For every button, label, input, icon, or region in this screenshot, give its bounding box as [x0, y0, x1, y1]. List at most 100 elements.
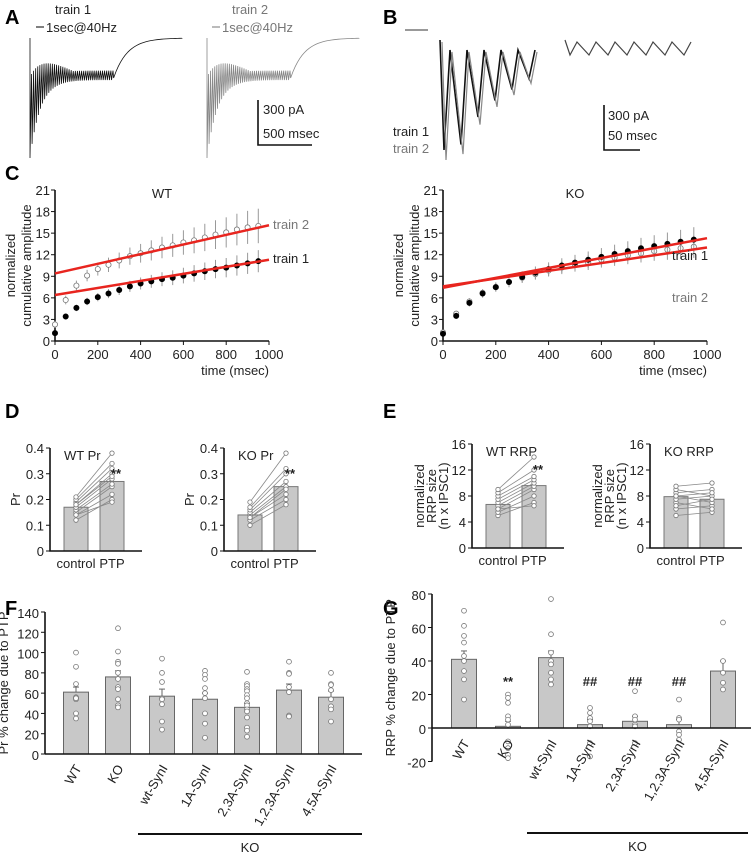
- panel-label-f: F: [5, 598, 17, 620]
- y-axis-label: normalized: [3, 234, 18, 298]
- x-tick-label: 2,3A-SynI: [214, 762, 256, 819]
- train1-point: [492, 284, 499, 291]
- x-tick-label: PTP: [99, 556, 124, 571]
- data-point: [328, 706, 334, 713]
- data-point: [286, 671, 292, 677]
- data-point: [283, 478, 289, 485]
- a-scale-y: 300 pA: [263, 102, 305, 117]
- x-tick-label: 0: [439, 347, 446, 362]
- pair-line: [75, 483, 113, 511]
- x-tick-label: PTP: [521, 553, 546, 568]
- pair-line: [497, 502, 535, 516]
- pair-line: [75, 463, 113, 500]
- data-point: [461, 623, 467, 629]
- x-tick-label: 1000: [255, 347, 284, 362]
- pair-line: [675, 505, 713, 510]
- b-train1-label: train 1: [393, 124, 429, 139]
- data-point: [531, 503, 537, 509]
- data-point: [109, 499, 115, 505]
- data-point: [73, 715, 79, 722]
- panel-label-e: E: [383, 401, 396, 423]
- data-point: [587, 710, 593, 716]
- data-point: [505, 738, 511, 745]
- y-tick-label: 8: [459, 489, 466, 504]
- x-axis-label: time (msec): [639, 363, 707, 378]
- data-point: [505, 755, 511, 761]
- y-tick-label: 3: [431, 312, 438, 327]
- data-point: [587, 740, 593, 746]
- data-point: [461, 696, 467, 703]
- fit-line: [442, 246, 708, 288]
- y-axis-label: normalized: [412, 464, 427, 528]
- data-point: [531, 454, 537, 460]
- data-point: [461, 607, 467, 614]
- data-point: [159, 670, 165, 676]
- y-tick-label: 15: [424, 226, 438, 241]
- pair-line: [675, 492, 713, 497]
- x-tick-label: PTP: [699, 553, 724, 568]
- x-tick-label: 800: [215, 347, 237, 362]
- train1-point: [73, 304, 80, 311]
- data-point: [676, 696, 682, 703]
- data-point: [286, 658, 292, 665]
- data-point: [109, 450, 115, 456]
- significance-marker: ##: [583, 674, 598, 689]
- data-point: [587, 753, 593, 760]
- y-tick-label: 6: [43, 291, 50, 306]
- y-tick-label: 0: [211, 544, 218, 559]
- b-scale-x: 50 msec: [608, 128, 658, 143]
- pair-line: [75, 486, 113, 513]
- train1-point: [105, 290, 112, 297]
- y-tick-label: 6: [431, 291, 438, 306]
- data-point: [73, 681, 79, 687]
- data-point: [709, 480, 715, 486]
- a-scale-x: 500 msec: [263, 126, 320, 141]
- y-tick-label: 0: [43, 334, 50, 349]
- y-tick-label: 12: [630, 463, 644, 478]
- data-point: [461, 658, 467, 664]
- bar: [538, 657, 564, 729]
- significance-marker: ##: [628, 674, 643, 689]
- pair-line: [675, 511, 713, 516]
- data-point: [73, 695, 79, 702]
- b-scale-y: 300 pA: [608, 108, 650, 123]
- legend-train2: train 2: [672, 290, 708, 305]
- data-point: [328, 696, 334, 703]
- pair-line: [497, 476, 535, 497]
- pair-line: [497, 456, 535, 490]
- chart-title: KO Pr: [238, 448, 274, 463]
- a-train1-label: train 1: [55, 2, 91, 17]
- y-tick-label: 16: [630, 437, 644, 452]
- data-point: [115, 704, 121, 711]
- data-point: [283, 450, 289, 456]
- fit-line: [54, 224, 270, 275]
- x-tick-label: WT: [449, 737, 472, 762]
- y-tick-label: 0: [431, 334, 438, 349]
- panel-label-a: A: [5, 7, 19, 29]
- train2-point: [84, 272, 91, 279]
- b-train2-label: train 2: [393, 141, 429, 156]
- y-tick-label: 18: [424, 205, 438, 220]
- legend-train1: train 1: [273, 251, 309, 266]
- data-point: [247, 504, 253, 510]
- significance-marker: **: [285, 466, 296, 481]
- b-scale-bar: [603, 105, 640, 151]
- data-point: [328, 670, 334, 676]
- y-tick-label: 0.2: [26, 493, 44, 508]
- chart-title: KO RRP: [664, 444, 714, 459]
- panel-label-c: C: [5, 163, 19, 185]
- train1-point: [84, 298, 91, 305]
- b-trace-train2: [441, 41, 538, 161]
- y-tick-label: 100: [17, 647, 39, 662]
- data-point: [548, 681, 554, 688]
- y-tick-label: 21: [424, 183, 438, 198]
- data-point: [109, 465, 115, 472]
- pair-line: [675, 482, 713, 487]
- pair-line: [497, 469, 535, 494]
- pair-line: [75, 501, 113, 516]
- pair-line: [249, 468, 287, 508]
- data-point: [115, 676, 121, 682]
- pair-line: [675, 498, 713, 507]
- x-tick-label: 2,3A-SynI: [602, 737, 644, 794]
- y-tick-label: 120: [17, 626, 39, 641]
